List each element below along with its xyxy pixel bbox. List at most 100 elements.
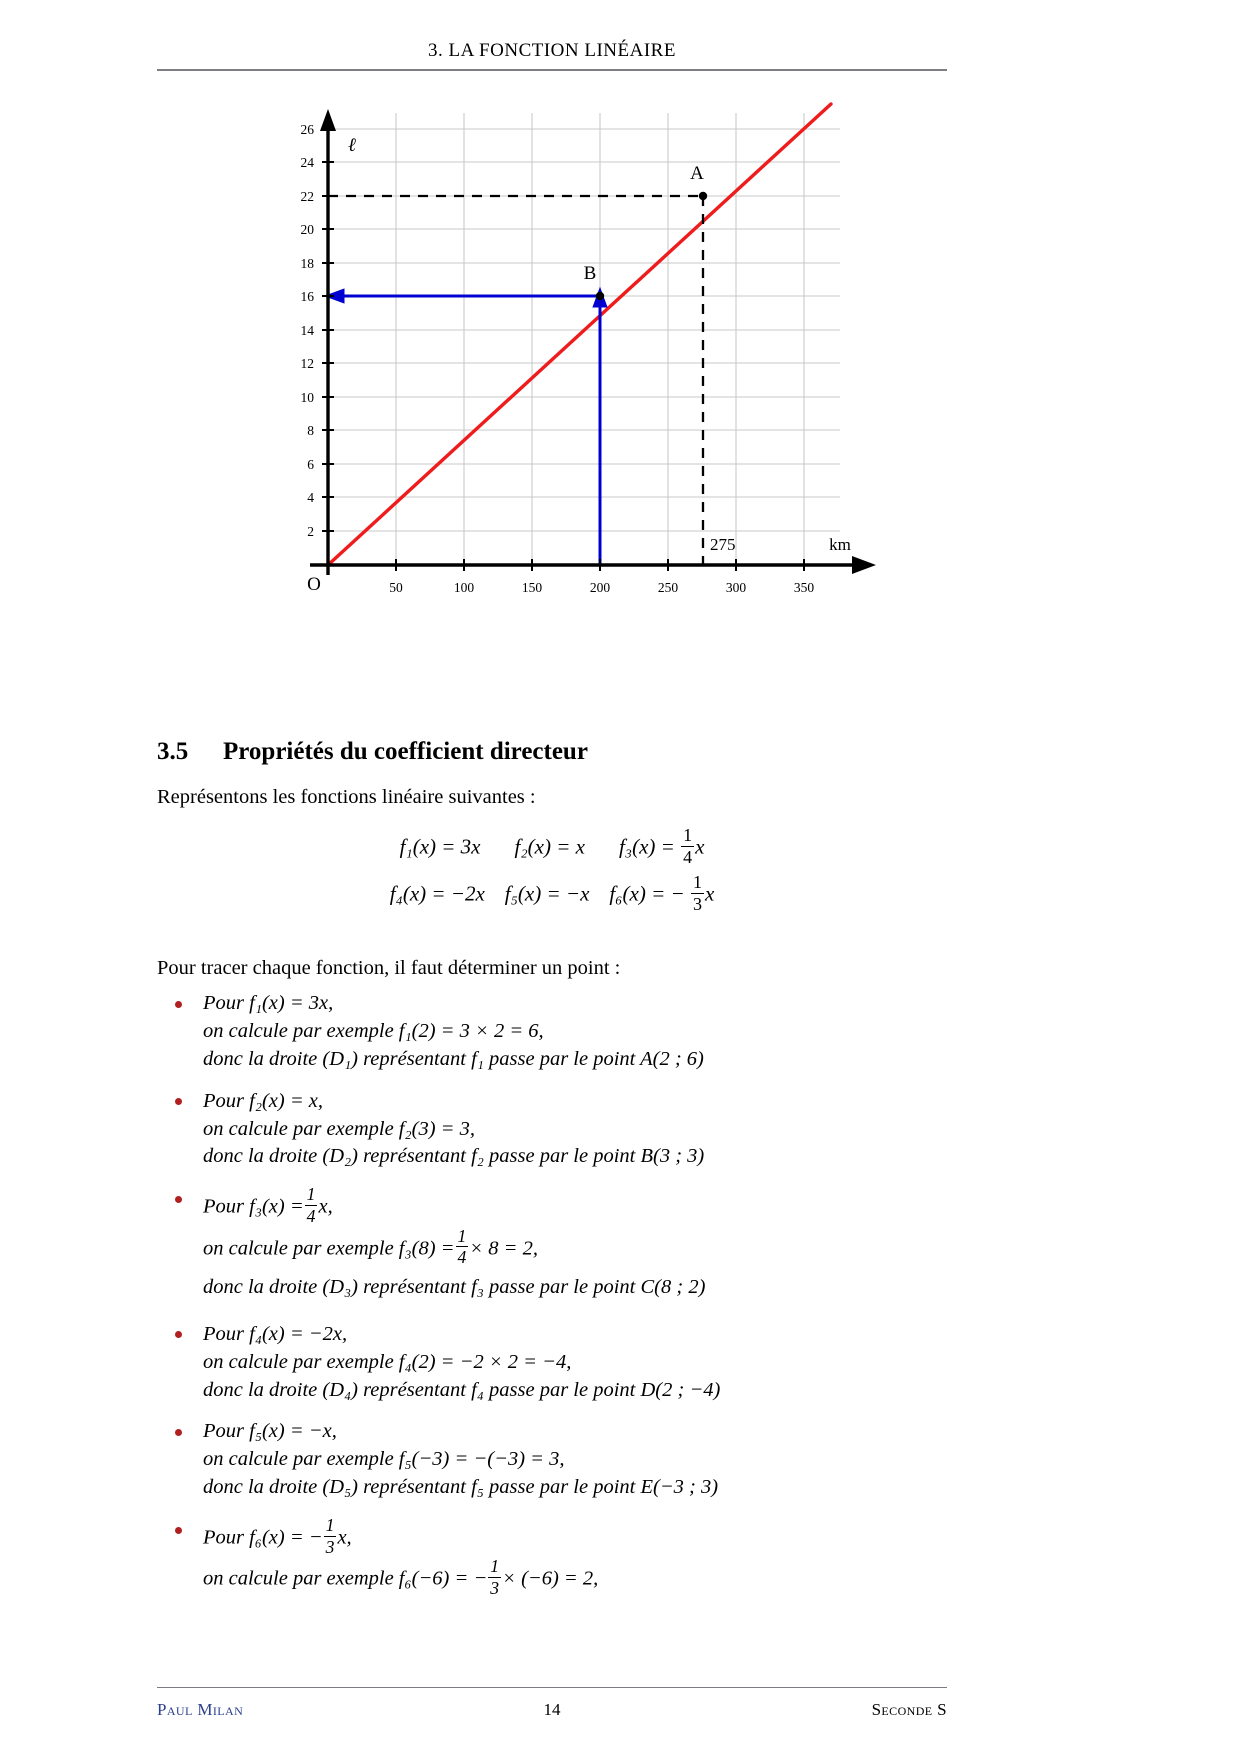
fraction-numerator: 1 bbox=[692, 871, 702, 892]
eq-f3-prefix: f₃(x) = bbox=[618, 834, 675, 859]
equation-row-1: f₁(x) = 3x f₂(x) = x f₃(x) = 1 4 x bbox=[157, 826, 947, 867]
x-tick-label: 100 bbox=[454, 580, 475, 595]
header-rule bbox=[157, 69, 947, 71]
bullet-text: on calcule par exemple f₃(8) = bbox=[203, 1236, 455, 1259]
fraction-one-third: 1 3 bbox=[690, 871, 704, 914]
linear-function-graph: 2 4 6 8 10 12 14 16 18 20 22 24 26 50 10… bbox=[280, 95, 880, 605]
y-tick-label: 24 bbox=[301, 155, 315, 170]
guide-lines-point-b bbox=[323, 286, 608, 565]
section-number: 3.5 bbox=[157, 738, 189, 765]
y-tick-label: 2 bbox=[307, 524, 314, 539]
bullet-text: × 8 = 2, bbox=[469, 1236, 538, 1259]
fraction-denominator: 4 bbox=[683, 846, 693, 867]
bullet-line: on calcule par exemple f₅(−3) = −(−3) = … bbox=[203, 1448, 565, 1471]
fraction-numerator: 1 bbox=[325, 1515, 335, 1535]
axes bbox=[310, 125, 860, 575]
bullet-line: Pour f₅(x) = −x, bbox=[203, 1420, 337, 1443]
eq-f4: f₄(x) = −2x bbox=[389, 881, 485, 906]
footer-author: Paul Milan bbox=[157, 1700, 244, 1719]
x-tick-labels: 50 100 150 200 250 300 350 bbox=[389, 580, 814, 595]
bullet-line: on calcule par exemple f₆(−6) = −1 3 × (−6… bbox=[203, 1557, 957, 1598]
x-tick-label: 150 bbox=[522, 580, 543, 595]
footer-rule bbox=[157, 1687, 947, 1689]
equation-block: f₁(x) = 3x f₂(x) = x f₃(x) = 1 4 x f₄(x) =… bbox=[157, 820, 947, 920]
fraction-numerator: 1 bbox=[457, 1225, 467, 1246]
list-item: Pour f₁(x) = 3x, on calcule par exemple … bbox=[157, 990, 957, 1074]
fraction-bar bbox=[323, 1535, 337, 1537]
bullet-line: on calcule par exemple f₃(8) = 1 4 × 8 = 2, bbox=[203, 1227, 957, 1268]
x-axis-ticks bbox=[395, 559, 805, 571]
bullet-list: Pour f₁(x) = 3x, on calcule par exemple … bbox=[157, 990, 957, 1613]
bullet-text: Pour f₃(x) = bbox=[203, 1195, 304, 1218]
data-line-red bbox=[326, 102, 833, 567]
tracer-paragraph: Pour tracer chaque fonction, il faut dét… bbox=[157, 957, 621, 979]
x-tick-label: 250 bbox=[658, 580, 679, 595]
bullet-line: donc la droite (D₁) représentant f₁ pass… bbox=[203, 1047, 704, 1070]
list-item: Pour f₄(x) = −2x, on calcule par exemple… bbox=[157, 1321, 957, 1405]
y-tick-label: 20 bbox=[301, 222, 315, 237]
bullet-line: donc la droite (D₂) représentant f₂ pass… bbox=[203, 1145, 705, 1168]
bullet-text: Pour f₆(x) = − bbox=[203, 1526, 323, 1549]
fraction-numerator: 1 bbox=[683, 825, 693, 845]
grid-lines bbox=[328, 113, 840, 565]
annotation-275: 275 bbox=[710, 535, 736, 554]
graph-svg: 2 4 6 8 10 12 14 16 18 20 22 24 26 50 10… bbox=[301, 102, 876, 595]
origin-label: O bbox=[307, 574, 321, 595]
bullet-text: x, bbox=[318, 1195, 333, 1218]
fraction-bar bbox=[488, 1576, 502, 1578]
x-tick-label: 50 bbox=[389, 580, 403, 595]
bullet-line: Pour f₃(x) = 1 4 x, bbox=[203, 1185, 957, 1226]
list-item: Pour f₂(x) = x, on calcule par exemple f… bbox=[157, 1088, 957, 1172]
bullet-dot-icon bbox=[175, 1526, 182, 1534]
fraction-numerator: 1 bbox=[490, 1556, 500, 1577]
bullet-line: Pour f₄(x) = −2x, bbox=[203, 1322, 348, 1345]
bullet-text: x, bbox=[337, 1526, 352, 1549]
eq-f1: f₁(x) = 3x bbox=[399, 834, 481, 859]
eq-f5: f₅(x) = −x bbox=[504, 881, 590, 906]
y-tick-label: 18 bbox=[301, 256, 315, 271]
y-tick-label: 10 bbox=[301, 390, 315, 405]
x-axis-arrow bbox=[852, 556, 876, 574]
bullet-dot-icon bbox=[175, 1429, 182, 1437]
y-axis-arrow bbox=[320, 109, 336, 131]
section-heading: 3.5 Propriétés du coefficient directeur bbox=[157, 738, 588, 766]
intro-paragraph: Représentons les fonctions linéaire suiv… bbox=[157, 786, 536, 808]
y-tick-label: 4 bbox=[307, 490, 314, 505]
bullet-line: Pour f₁(x) = 3x, bbox=[203, 992, 334, 1014]
y-tick-label: 14 bbox=[301, 323, 315, 338]
bullet-line: Pour f₂(x) = x, bbox=[203, 1089, 324, 1112]
fraction-bar bbox=[690, 892, 704, 894]
eq-f3-suffix: x bbox=[695, 834, 705, 859]
footer-level: Seconde S bbox=[871, 1700, 947, 1719]
fraction-denominator: 4 bbox=[306, 1205, 316, 1226]
bullet-line: donc la droite (D₃) représentant f₃ pass… bbox=[203, 1275, 706, 1298]
fraction-one-quarter: 1 4 bbox=[681, 825, 695, 867]
point-a-marker bbox=[698, 191, 708, 201]
bullet-line: on calcule par exemple f₄(2) = −2 × 2 = … bbox=[203, 1350, 572, 1373]
y-axis-ticks bbox=[322, 128, 334, 532]
bullet-line: donc la droite (D₅) représentant f₅ pass… bbox=[203, 1476, 719, 1499]
list-item: Pour f₅(x) = −x, on calcule par exemple … bbox=[157, 1418, 957, 1502]
y-tick-label: 26 bbox=[301, 122, 315, 137]
bullet-dot-icon bbox=[175, 1195, 182, 1203]
header-title: 3. LA FONCTION LINÉAIRE bbox=[428, 40, 676, 61]
point-b-marker bbox=[595, 291, 605, 301]
bullet-line: on calcule par exemple f₁(2) = 3 × 2 = 6… bbox=[203, 1019, 544, 1042]
bullet-dot-icon bbox=[175, 1098, 182, 1106]
x-axis-label: km bbox=[829, 535, 851, 554]
y-tick-label: 8 bbox=[307, 423, 314, 438]
x-tick-label: 350 bbox=[794, 580, 815, 595]
fraction-denominator: 3 bbox=[490, 1577, 500, 1598]
list-item: Pour f₃(x) = 1 4 x, on calcule par exemple … bbox=[157, 1185, 957, 1307]
eq-f6-prefix: f₆(x) = − bbox=[609, 881, 685, 906]
fraction-denominator: 3 bbox=[325, 1536, 335, 1557]
bullet-dot-icon bbox=[175, 1331, 182, 1339]
bullet-line: Pour f₆(x) = −1 3 x, bbox=[203, 1516, 957, 1557]
section-title: Propriétés du coefficient directeur bbox=[223, 738, 588, 765]
y-axis-label: ℓ bbox=[348, 135, 356, 156]
y-tick-label: 12 bbox=[301, 356, 315, 371]
